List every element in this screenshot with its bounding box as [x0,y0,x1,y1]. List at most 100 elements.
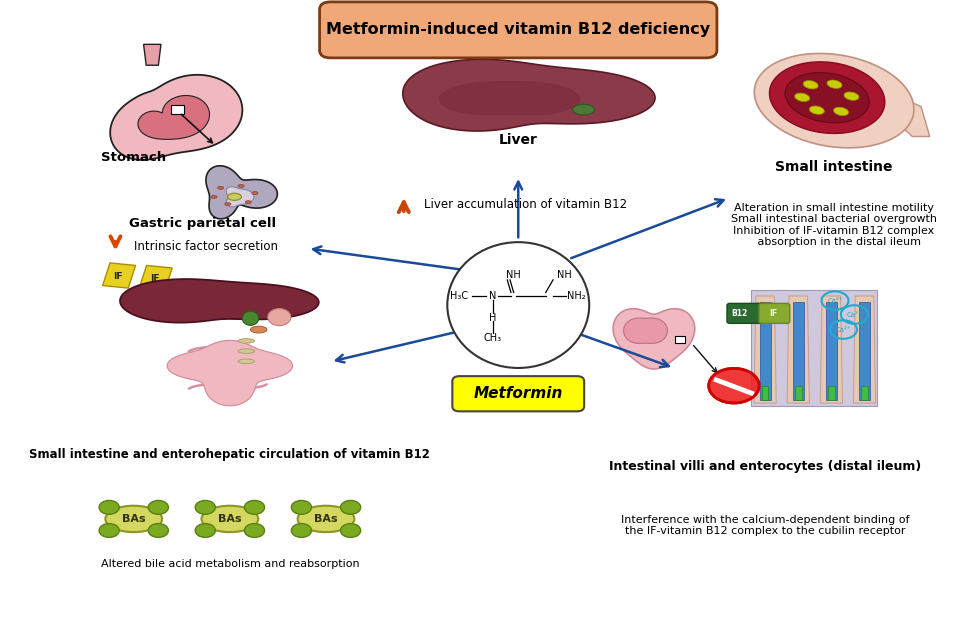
Ellipse shape [224,203,231,206]
Polygon shape [853,296,875,403]
FancyBboxPatch shape [759,303,790,323]
FancyBboxPatch shape [172,105,183,114]
Text: Ca²⁺: Ca²⁺ [835,326,851,333]
Ellipse shape [238,359,255,364]
FancyBboxPatch shape [727,303,766,323]
Polygon shape [167,340,293,406]
Text: IF: IF [769,309,778,318]
Polygon shape [787,296,809,403]
Circle shape [100,523,119,537]
Circle shape [244,523,264,537]
Polygon shape [403,59,655,131]
Text: H: H [489,313,497,323]
Text: N: N [489,291,497,301]
Ellipse shape [201,506,259,532]
Ellipse shape [447,242,590,368]
Ellipse shape [227,193,241,201]
Polygon shape [110,75,242,160]
Text: B12: B12 [731,309,747,318]
Circle shape [341,523,361,537]
FancyBboxPatch shape [319,2,717,58]
Ellipse shape [252,192,258,194]
FancyBboxPatch shape [452,376,585,411]
Text: BAs: BAs [314,514,338,524]
Text: Intrinsic factor secretion: Intrinsic factor secretion [134,240,278,253]
Polygon shape [826,302,837,400]
Circle shape [195,501,216,515]
Polygon shape [439,81,581,115]
Polygon shape [140,265,172,291]
Polygon shape [859,302,870,400]
Ellipse shape [794,93,810,101]
Circle shape [341,501,361,515]
Ellipse shape [267,309,291,326]
Ellipse shape [242,311,259,325]
Text: Stomach: Stomach [102,151,166,164]
Polygon shape [769,62,885,133]
Circle shape [709,369,759,403]
Text: Metformin: Metformin [473,386,563,401]
Ellipse shape [573,104,594,115]
Circle shape [148,501,169,515]
Polygon shape [759,302,771,400]
Circle shape [195,523,216,537]
Text: H₃C: H₃C [450,291,468,301]
Text: BAs: BAs [122,514,145,524]
Ellipse shape [251,326,267,333]
Text: Gastric parietal cell: Gastric parietal cell [129,217,276,230]
Ellipse shape [105,506,162,532]
Ellipse shape [211,196,217,198]
Polygon shape [138,96,210,140]
Polygon shape [754,53,914,148]
Polygon shape [861,386,868,400]
Text: Small intestine: Small intestine [775,160,893,174]
Circle shape [291,523,311,537]
Ellipse shape [245,201,251,204]
Polygon shape [794,386,801,400]
Text: Ca²⁺: Ca²⁺ [846,311,862,318]
Text: IF: IF [150,274,159,283]
Ellipse shape [218,186,224,189]
Text: Liver: Liver [499,133,538,147]
Text: Altered bile acid metabolism and reabsorption: Altered bile acid metabolism and reabsor… [101,559,359,569]
Ellipse shape [834,107,848,116]
Ellipse shape [844,92,859,101]
FancyBboxPatch shape [675,336,685,343]
Polygon shape [613,309,695,369]
Text: NH: NH [507,270,521,280]
Text: Interference with the calcium-dependent binding of
the IF-vitamin B12 complex to: Interference with the calcium-dependent … [621,515,910,536]
Polygon shape [206,166,277,219]
Polygon shape [762,386,768,400]
Text: IF: IF [113,272,123,281]
Ellipse shape [238,184,244,187]
Polygon shape [886,95,930,136]
Text: Ca²⁺: Ca²⁺ [828,298,843,304]
Circle shape [291,501,311,515]
Ellipse shape [803,81,818,89]
Polygon shape [754,296,776,403]
Circle shape [244,501,264,515]
Polygon shape [785,72,870,123]
Text: Metformin-induced vitamin B12 deficiency: Metformin-induced vitamin B12 deficiency [326,22,711,37]
Polygon shape [820,296,842,403]
Polygon shape [143,44,161,65]
Circle shape [148,523,169,537]
Polygon shape [226,187,254,207]
Text: Liver accumulation of vitamin B12: Liver accumulation of vitamin B12 [424,198,628,211]
Text: Small intestine and enterohepatic circulation of vitamin B12: Small intestine and enterohepatic circul… [29,448,430,460]
Text: Intestinal villi and enterocytes (distal ileum): Intestinal villi and enterocytes (distal… [609,460,921,473]
Text: Alteration in small intestine motility
Small intestinal bacterial overgrowth
Inh: Alteration in small intestine motility S… [731,203,937,247]
Circle shape [100,501,119,515]
Text: NH: NH [556,270,571,280]
Text: NH₂: NH₂ [567,291,586,301]
Polygon shape [793,302,804,400]
Polygon shape [102,263,136,288]
Ellipse shape [238,349,255,353]
Ellipse shape [298,506,354,532]
Polygon shape [624,318,668,343]
Ellipse shape [238,338,255,343]
Polygon shape [751,290,877,406]
Polygon shape [120,279,319,323]
Text: CH₃: CH₃ [483,333,502,343]
Ellipse shape [827,80,842,89]
